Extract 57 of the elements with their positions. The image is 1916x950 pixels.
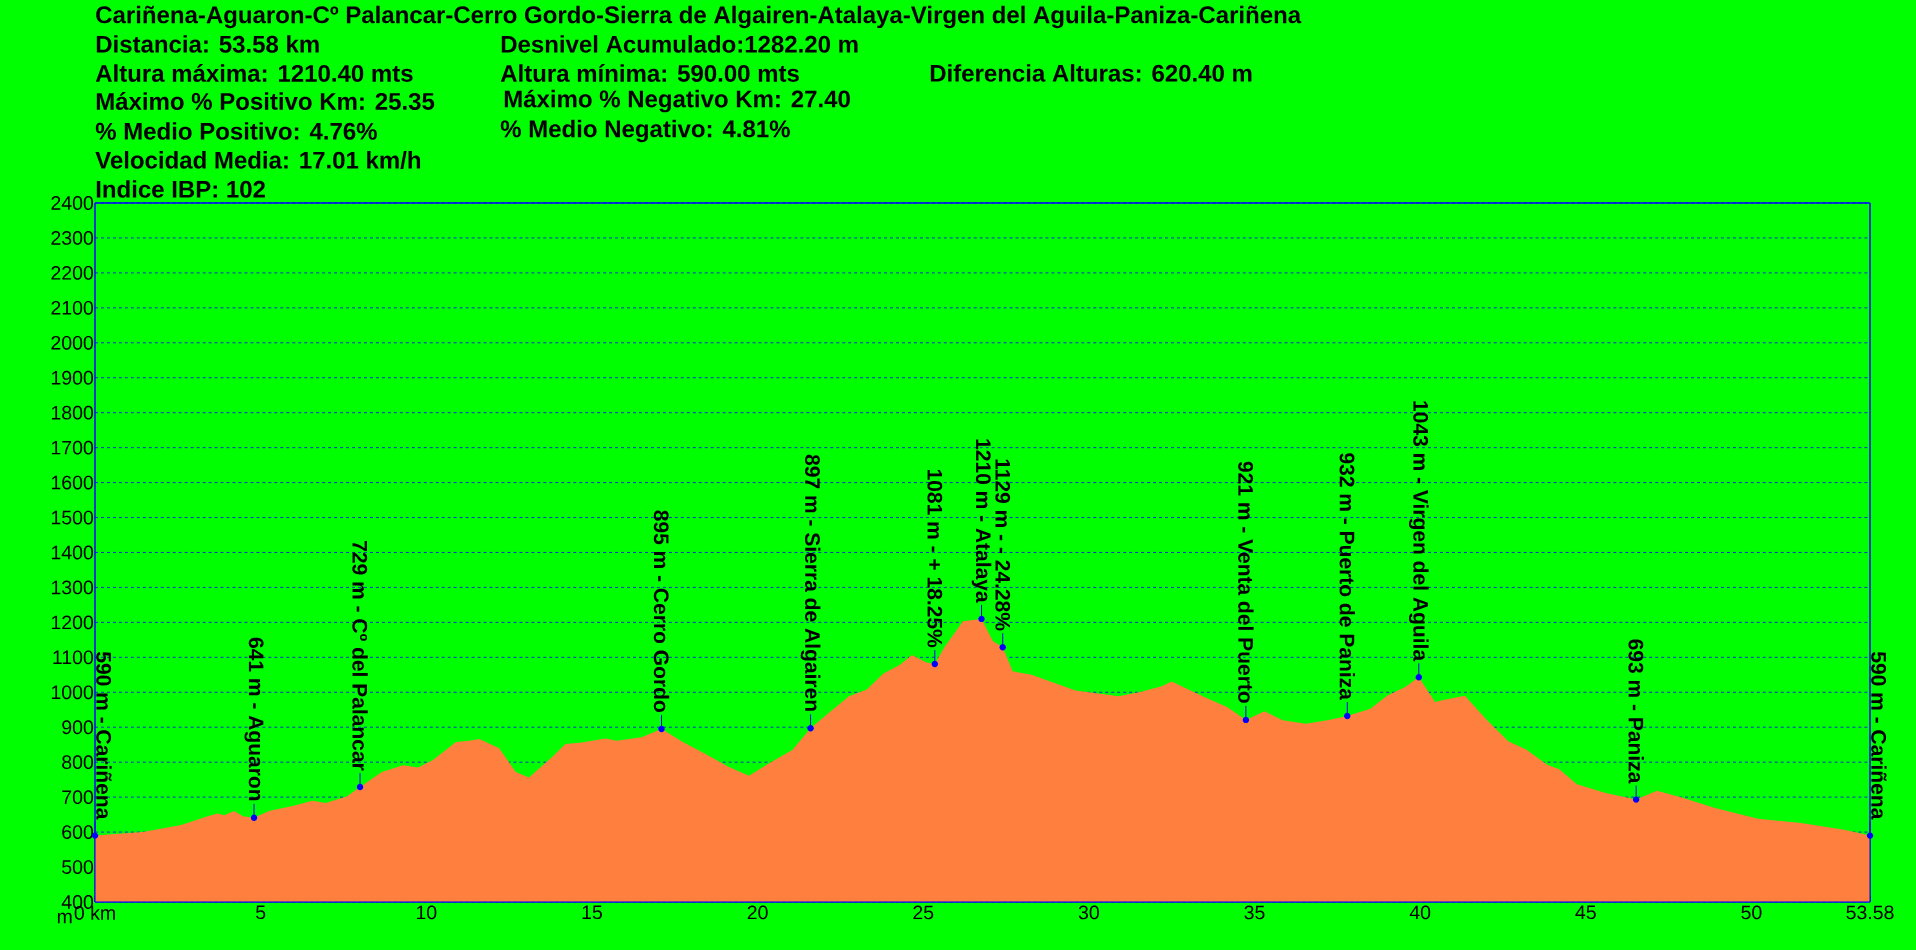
y-tick-label: 2400 [51,196,94,210]
text: Distancia: 53.58 km [96,35,319,53]
y-tick-label: 2200 [51,265,94,280]
annotation: 921 m - Venta del Puerto [1238,461,1254,703]
y-tick-label: 1400 [51,545,94,560]
x-tick-label: 40 [1409,905,1431,920]
annotation: 641 m - Aguaron [244,637,264,801]
text: % Medio Negativo: 4.81% [500,119,790,143]
x-tick-label: 30 [1078,905,1099,920]
x-tick-label: 50 [1741,905,1762,920]
y-tick-label: 900 [62,720,94,735]
y-tick-label: 700 [62,790,94,805]
x-tick-label: 5 [256,905,266,920]
annotation: 1081 m - + 18.25% [927,469,943,648]
x-tick-label: 10 [416,905,437,920]
y-tick-label: 1500 [51,510,94,525]
y-tick-label: 500 [62,860,94,874]
y-axis-title: m [57,912,72,924]
y-tick-label: 600 [62,825,94,839]
chart-title: Cariñena-Aguaron-Cº Palancar-Cerro Gordo-Sierra de Algairen-Atalaya-Virgen del Aguila-Paniza-Cariñena [96,5,1302,29]
annotation: 932 m - Puerto de Paniza [1339,453,1355,700]
annotation: 729 m - Cº del Palancar [352,541,368,771]
x-tick-label: 35 [1244,905,1265,920]
y-tick-label: 1600 [51,475,94,490]
text: % Medio Positivo: 4.76% [95,122,377,140]
text: Máximo % Negativo Km: 27.40 [504,89,850,113]
text: Indice IBP: 102 [96,180,265,198]
y-tick-label: 1800 [51,405,94,420]
annotation: 590 m - Cariñena [1871,651,1887,820]
y-tick-label: 1300 [51,580,94,595]
annotation: 693 m - Paniza [1628,639,1644,784]
y-tick-label: 1200 [51,615,94,630]
y-tick-label: 800 [62,755,94,770]
x-tick-label: 25 [913,905,934,920]
annotation: 895 m - Cerro Gordo [653,510,670,712]
y-tick-label: 2000 [51,335,94,350]
annotation: 897 m - Sierra de Algairen [800,454,821,711]
x-tick-label: 20 [747,905,768,920]
text: Máximo % Positivo Km: 25.35 [96,92,435,110]
x-tick-label: 53.58 [1846,905,1894,920]
y-tick-label: 2100 [51,300,94,315]
y-tick-label: 2300 [51,231,94,245]
x-tick-label: 45 [1575,905,1596,920]
annotation: 590 m - Cariñena [96,651,112,820]
text: Diferencia Alturas: 620.40 m [930,64,1252,82]
annotation: 1129 m - - 24.28% [995,459,1011,631]
y-tick-label: 1700 [51,440,94,455]
y-tick-label: 1000 [51,685,94,700]
x-tick-label: 15 [582,905,602,920]
y-tick-label: 1900 [51,370,94,385]
text: Altura mínima: 590.00 mts [500,64,799,82]
y-tick-label: 1100 [53,650,94,665]
text: Velocidad Media: 17.01 km/h [95,151,421,169]
annotation: 1043 m - Virgen del Aguila [1408,401,1429,662]
text: Altura máxima: 1210.40 mts [95,64,413,82]
annotation: 1210 m - Atalaya [971,439,992,603]
text: Desnivel Acumulado:1282.20 m [501,35,858,53]
